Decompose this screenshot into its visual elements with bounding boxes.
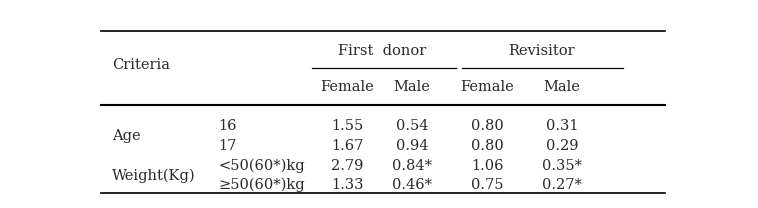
Text: ≥50(60*)kg: ≥50(60*)kg xyxy=(218,178,305,192)
Text: Male: Male xyxy=(393,80,431,94)
Text: 0.80: 0.80 xyxy=(471,139,503,153)
Text: 17: 17 xyxy=(218,139,236,153)
Text: 1.55: 1.55 xyxy=(331,119,364,133)
Text: 0.94: 0.94 xyxy=(396,139,428,153)
Text: 0.80: 0.80 xyxy=(471,119,503,133)
Text: 0.46*: 0.46* xyxy=(392,178,432,192)
Text: Female: Female xyxy=(460,80,514,94)
Text: Male: Male xyxy=(543,80,580,94)
Text: 16: 16 xyxy=(218,119,236,133)
Text: Revisitor: Revisitor xyxy=(508,44,575,58)
Text: Weight(Kg): Weight(Kg) xyxy=(112,168,196,183)
Text: 0.54: 0.54 xyxy=(396,119,428,133)
Text: 0.75: 0.75 xyxy=(471,178,503,192)
Text: 0.31: 0.31 xyxy=(546,119,578,133)
Text: <50(60*)kg: <50(60*)kg xyxy=(218,159,305,173)
Text: 0.35*: 0.35* xyxy=(542,159,582,173)
Text: Female: Female xyxy=(321,80,374,94)
Text: First  donor: First donor xyxy=(339,44,427,58)
Text: 1.06: 1.06 xyxy=(471,159,503,173)
Text: Age: Age xyxy=(112,129,141,143)
Text: 0.84*: 0.84* xyxy=(392,159,432,173)
Text: 1.67: 1.67 xyxy=(331,139,364,153)
Text: 0.29: 0.29 xyxy=(546,139,578,153)
Text: 0.27*: 0.27* xyxy=(542,178,581,192)
Text: 1.33: 1.33 xyxy=(331,178,364,192)
Text: 2.79: 2.79 xyxy=(331,159,364,173)
Text: Criteria: Criteria xyxy=(112,58,171,72)
